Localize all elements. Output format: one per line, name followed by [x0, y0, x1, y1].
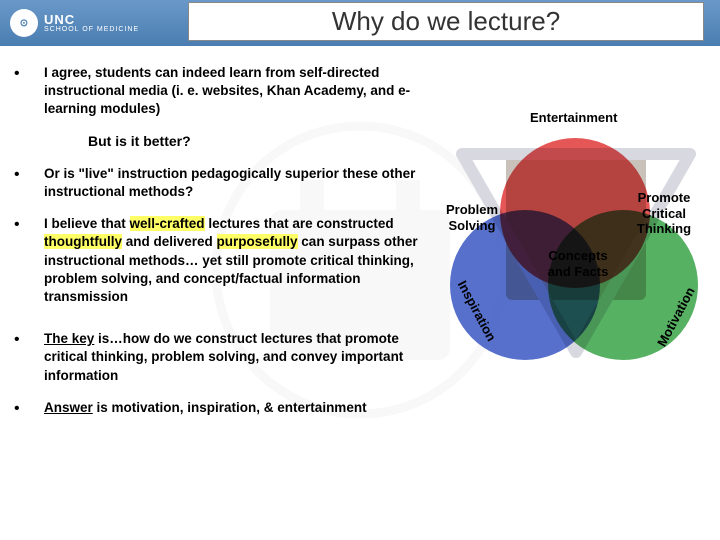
highlight: purposefully — [217, 234, 298, 249]
header-bar: ⊙ UNC SCHOOL OF MEDICINE Why do we lectu… — [0, 0, 720, 46]
label-concepts-facts: Concepts and Facts — [538, 248, 618, 279]
bullet-dot: • — [14, 330, 22, 385]
venn-diagram: Entertainment Problem Solving Promote Cr… — [420, 110, 720, 390]
bullet-5-text: Answer is motivation, inspiration, & ent… — [44, 399, 367, 420]
slide-title: Why do we lecture? — [332, 6, 560, 37]
label-problem-solving: Problem Solving — [432, 202, 512, 233]
bullet-dot: • — [14, 165, 22, 201]
bullet-2-text: Or is "live" instruction pedagogically s… — [44, 165, 424, 201]
bullet-3-text: I believe that well-crafted lectures tha… — [44, 215, 424, 306]
slide-title-box: Why do we lecture? — [188, 2, 704, 41]
bullet-5: • Answer is motivation, inspiration, & e… — [14, 399, 706, 420]
highlight: well-crafted — [130, 216, 205, 231]
label-critical-thinking: Promote Critical Thinking — [624, 190, 704, 237]
label-entertainment: Entertainment — [530, 110, 617, 126]
bullet-dot: • — [14, 215, 22, 306]
bullet-4-text: The key is…how do we construct lectures … — [44, 330, 424, 385]
logo-sub: SCHOOL OF MEDICINE — [44, 26, 139, 33]
bullet-dot: • — [14, 399, 22, 420]
bullet-1-text: I agree, students can indeed learn from … — [44, 64, 424, 119]
bullet-dot: • — [14, 64, 22, 119]
highlight: thoughtfully — [44, 234, 122, 249]
logo-seal-icon: ⊙ — [10, 9, 38, 37]
logo: ⊙ UNC SCHOOL OF MEDICINE — [10, 9, 139, 37]
logo-org: UNC — [44, 13, 139, 26]
